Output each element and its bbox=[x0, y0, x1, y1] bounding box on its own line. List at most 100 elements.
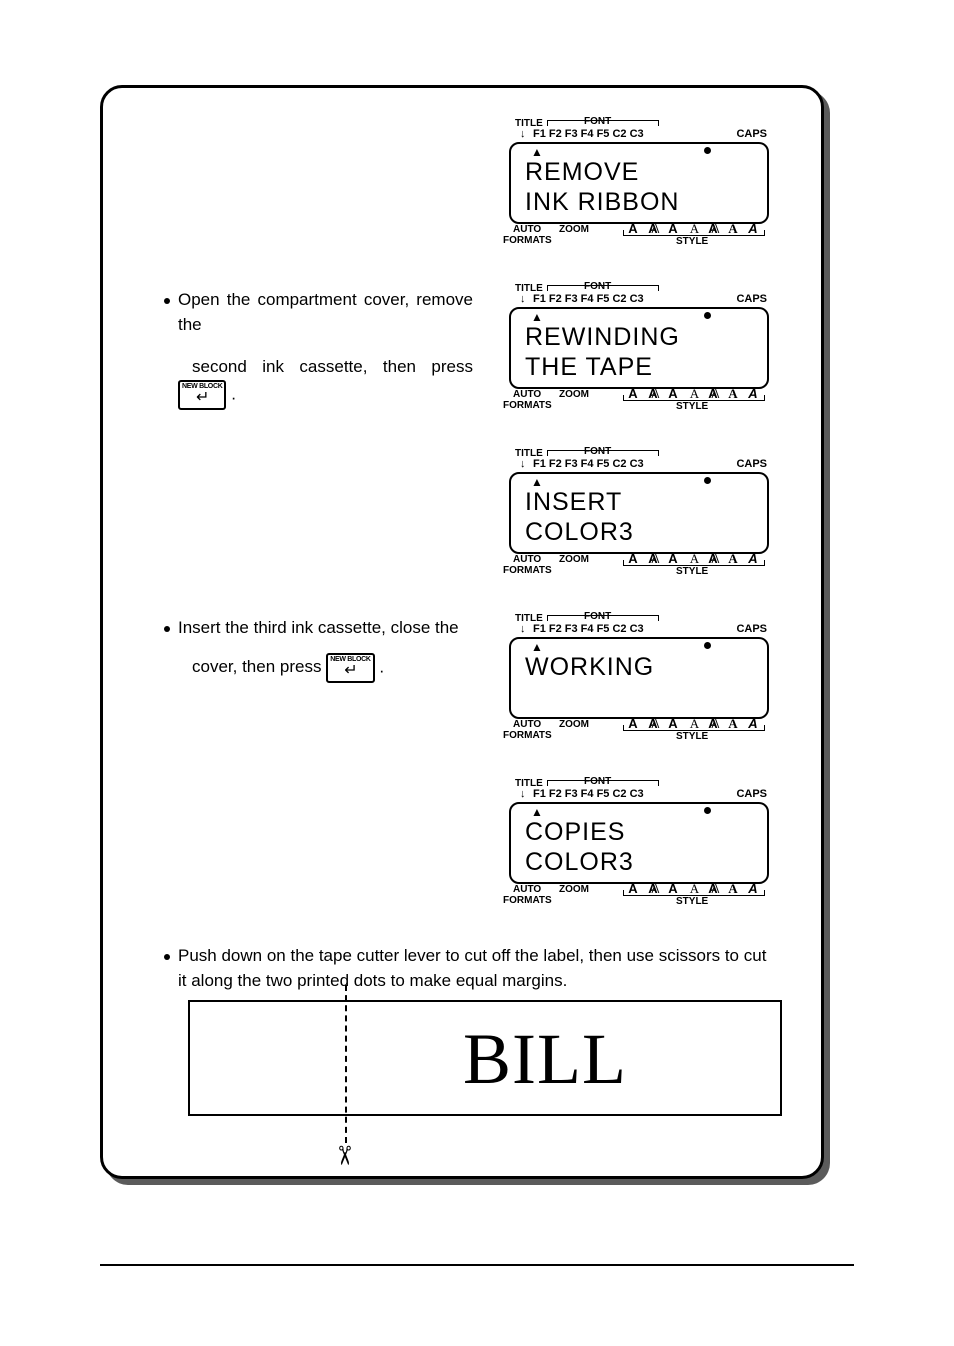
new-block-key: NEW BLOCK ↵ bbox=[326, 653, 374, 683]
formats-label: FORMATS bbox=[503, 730, 552, 741]
formats-label: FORMATS bbox=[503, 565, 552, 576]
lcd-insert-color3: TITLE FONT ↓ F1 F2 F3 F4 F5 C2 C3 CAPS ▲… bbox=[503, 448, 775, 586]
caps-dot-icon bbox=[704, 642, 711, 649]
lcd-working: TITLE FONT ↓ F1 F2 F3 F4 F5 C2 C3 CAPS ▲… bbox=[503, 613, 775, 751]
caps-indicator: CAPS bbox=[736, 788, 767, 800]
new-block-key: NEW BLOCK ↵ bbox=[178, 380, 226, 410]
content-frame: TITLE FONT ↓ F1 F2 F3 F4 F5 C2 C3 CAPS ▲… bbox=[100, 85, 824, 1179]
font-label: FONT bbox=[584, 116, 611, 127]
step1-text-a: Open the compartment cover, remove the bbox=[178, 290, 473, 334]
lcd-copies-color3: TITLE FONT ↓ F1 F2 F3 F4 F5 C2 C3 CAPS ▲… bbox=[503, 778, 775, 916]
fkeys-plain: F1 F2 F3 F4 F5 bbox=[533, 293, 609, 305]
key-arrow-icon: ↵ bbox=[328, 663, 372, 681]
lcd-screen: ▲ REWINDING THE TAPE bbox=[509, 307, 769, 389]
lcd-line1: REMOVE bbox=[525, 158, 639, 187]
style-label: STYLE bbox=[676, 896, 708, 907]
lcd-screen: ▲ WORKING bbox=[509, 637, 769, 719]
scissors-icon: ✂ bbox=[328, 1145, 359, 1167]
caps-dot-icon bbox=[704, 477, 711, 484]
down-arrow-icon: ↓ bbox=[520, 293, 526, 305]
step3-text: Push down on the tape cutter lever to cu… bbox=[178, 946, 766, 990]
style-label: STYLE bbox=[676, 566, 708, 577]
down-arrow-icon: ↓ bbox=[520, 788, 526, 800]
down-arrow-icon: ↓ bbox=[520, 128, 526, 140]
fkeys-plain: F1 F2 F3 F4 F5 bbox=[533, 128, 609, 140]
caps-indicator: CAPS bbox=[736, 458, 767, 470]
instruction-step-3: Push down on the tape cutter lever to cu… bbox=[178, 944, 776, 993]
lcd-line2: COLOR3 bbox=[525, 518, 634, 547]
lcd-top-legend: TITLE FONT ↓ F1 F2 F3 F4 F5 C2 C3 CAPS bbox=[503, 448, 775, 468]
period: . bbox=[231, 384, 236, 403]
lcd-rewinding-tape: TITLE FONT ↓ F1 F2 F3 F4 F5 C2 C3 CAPS ▲… bbox=[503, 283, 775, 421]
down-arrow-icon: ↓ bbox=[520, 623, 526, 635]
font-label: FONT bbox=[584, 611, 611, 622]
key-arrow-icon: ↵ bbox=[180, 390, 224, 408]
fkeys-bold: C2 C3 bbox=[612, 788, 643, 800]
auto-label: AUTO bbox=[513, 554, 541, 565]
cut-line bbox=[345, 985, 347, 1143]
fkey-row: F1 F2 F3 F4 F5 C2 C3 bbox=[533, 128, 644, 140]
bullet-dot-icon bbox=[164, 298, 170, 304]
font-label: FONT bbox=[584, 776, 611, 787]
lcd-screen: ▲ INSERT COLOR3 bbox=[509, 472, 769, 554]
step2-text-a: Insert the third ink cassette, close the bbox=[178, 618, 459, 637]
cursor-up-icon: ▲ bbox=[531, 145, 543, 159]
step1-text-b: second ink cassette, then press bbox=[192, 357, 473, 376]
auto-label: AUTO bbox=[513, 224, 541, 235]
fkey-row: F1 F2 F3 F4 F5 C2 C3 bbox=[533, 458, 644, 470]
caps-indicator: CAPS bbox=[736, 293, 767, 305]
bullet-text: Insert the third ink cassette, close the bbox=[178, 616, 473, 641]
fkey-row: F1 F2 F3 F4 F5 C2 C3 bbox=[533, 293, 644, 305]
zoom-label: ZOOM bbox=[559, 554, 589, 565]
page-footer-rule bbox=[100, 1264, 854, 1266]
lcd-top-legend: TITLE FONT ↓ F1 F2 F3 F4 F5 C2 C3 CAPS bbox=[503, 778, 775, 798]
lcd-line2: INK RIBBON bbox=[525, 188, 679, 217]
caps-dot-icon bbox=[704, 147, 711, 154]
fkeys-bold: C2 C3 bbox=[612, 293, 643, 305]
caps-indicator: CAPS bbox=[736, 623, 767, 635]
caps-indicator: CAPS bbox=[736, 128, 767, 140]
lcd-bottom-legend: AUTO ZOOM FORMATS AAAAAAA STYLE bbox=[503, 224, 775, 250]
instruction-step-2: Insert the third ink cassette, close the… bbox=[178, 616, 473, 683]
formats-label: FORMATS bbox=[503, 895, 552, 906]
fkeys-plain: F1 F2 F3 F4 F5 bbox=[533, 458, 609, 470]
fkeys-bold: C2 C3 bbox=[612, 458, 643, 470]
lcd-top-legend: TITLE FONT ↓ F1 F2 F3 F4 F5 C2 C3 CAPS bbox=[503, 613, 775, 633]
cursor-up-icon: ▲ bbox=[531, 805, 543, 819]
zoom-label: ZOOM bbox=[559, 389, 589, 400]
lcd-top-legend: TITLE FONT ↓ F1 F2 F3 F4 F5 C2 C3 CAPS bbox=[503, 283, 775, 303]
lcd-top-legend: TITLE FONT ↓ F1 F2 F3 F4 F5 C2 C3 CAPS bbox=[503, 118, 775, 138]
font-label: FONT bbox=[584, 446, 611, 457]
style-label: STYLE bbox=[676, 731, 708, 742]
style-label: STYLE bbox=[676, 236, 708, 247]
lcd-bottom-legend: AUTO ZOOM FORMATS AAAAAAA STYLE bbox=[503, 389, 775, 415]
zoom-label: ZOOM bbox=[559, 719, 589, 730]
bullet-text: Open the compartment cover, remove the bbox=[178, 288, 473, 337]
fkey-row: F1 F2 F3 F4 F5 C2 C3 bbox=[533, 788, 644, 800]
caps-dot-icon bbox=[704, 807, 711, 814]
lcd-screen: ▲ REMOVE INK RIBBON bbox=[509, 142, 769, 224]
lcd-line1: WORKING bbox=[525, 653, 654, 682]
zoom-label: ZOOM bbox=[559, 224, 589, 235]
formats-label: FORMATS bbox=[503, 400, 552, 411]
auto-label: AUTO bbox=[513, 389, 541, 400]
cursor-up-icon: ▲ bbox=[531, 640, 543, 654]
lcd-bottom-legend: AUTO ZOOM FORMATS AAAAAAA STYLE bbox=[503, 554, 775, 580]
lcd-remove-ink-ribbon: TITLE FONT ↓ F1 F2 F3 F4 F5 C2 C3 CAPS ▲… bbox=[503, 118, 775, 256]
fkeys-bold: C2 C3 bbox=[612, 623, 643, 635]
style-label: STYLE bbox=[676, 401, 708, 412]
period: . bbox=[379, 657, 384, 676]
manual-page: TITLE FONT ↓ F1 F2 F3 F4 F5 C2 C3 CAPS ▲… bbox=[0, 0, 954, 1346]
fkeys-plain: F1 F2 F3 F4 F5 bbox=[533, 623, 609, 635]
fkey-row: F1 F2 F3 F4 F5 C2 C3 bbox=[533, 623, 644, 635]
cursor-up-icon: ▲ bbox=[531, 475, 543, 489]
formats-label: FORMATS bbox=[503, 235, 552, 246]
cursor-up-icon: ▲ bbox=[531, 310, 543, 324]
lcd-line2: COLOR3 bbox=[525, 848, 634, 877]
lcd-line1: INSERT bbox=[525, 488, 622, 517]
caps-dot-icon bbox=[704, 312, 711, 319]
lcd-bottom-legend: AUTO ZOOM FORMATS AAAAAAA STYLE bbox=[503, 719, 775, 745]
zoom-label: ZOOM bbox=[559, 884, 589, 895]
font-label: FONT bbox=[584, 281, 611, 292]
lcd-bottom-legend: AUTO ZOOM FORMATS AAAAAAA STYLE bbox=[503, 884, 775, 910]
